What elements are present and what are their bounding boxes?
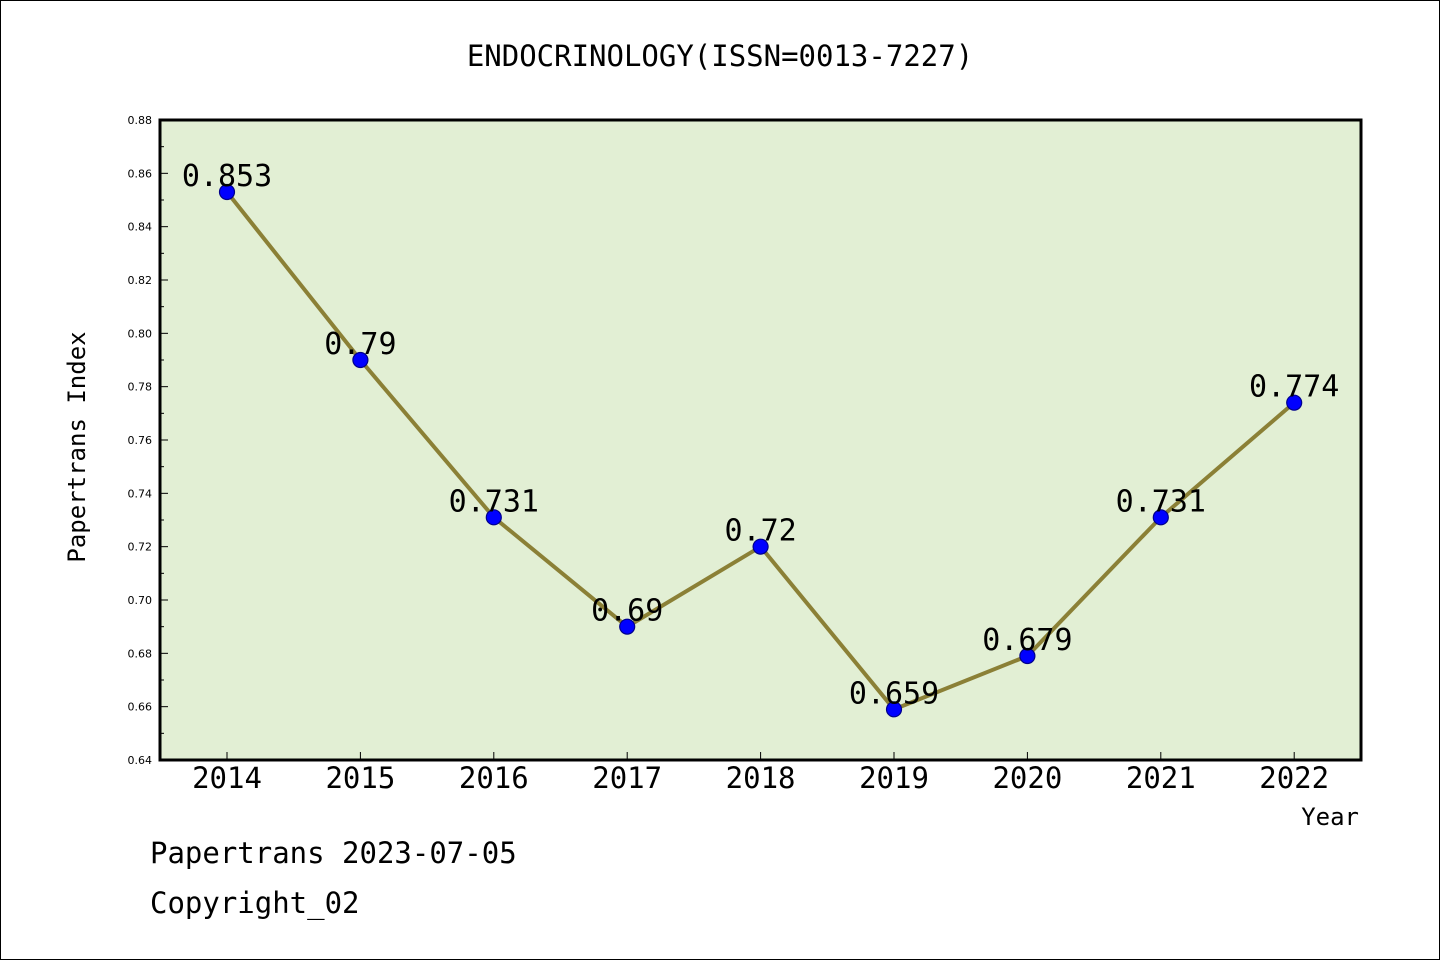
data-label: 0.659: [849, 676, 939, 711]
y-tick-label: 0.74: [128, 487, 153, 500]
y-tick-label: 0.80: [128, 327, 153, 340]
data-point: [1019, 647, 1036, 665]
x-tick-label: 2019: [859, 761, 929, 795]
y-tick-label: 0.78: [128, 381, 153, 394]
y-axis-label: Papertrans Index: [63, 331, 91, 562]
data-point: [485, 509, 502, 526]
x-tick-label: 2017: [592, 761, 662, 795]
x-tick-label: 2016: [459, 761, 529, 795]
x-tick-label: 2018: [726, 761, 796, 795]
data-label: 0.79: [324, 327, 396, 362]
data-point: [752, 538, 769, 555]
x-tick-label: 2022: [1259, 761, 1329, 795]
data-point: [352, 351, 369, 369]
data-point: [1152, 509, 1169, 526]
y-tick-label: 0.86: [128, 167, 153, 180]
y-tick-label: 0.70: [128, 594, 153, 607]
data-point: [619, 618, 636, 635]
y-tick-label: 0.72: [128, 541, 153, 554]
data-label: 0.69: [591, 594, 663, 629]
series-line-group: [218, 183, 1303, 718]
footer-date: Papertrans 2023-07-05: [150, 836, 517, 870]
data-labels: 0.853 0.79 0.731 0.69 0.72 0.659 0.679 0.731 0.7…: [182, 159, 1340, 711]
x-tick-label: 2021: [1126, 761, 1196, 795]
data-label: 0.731: [1116, 484, 1206, 519]
data-point: [885, 701, 903, 718]
y-tick-label: 0.88: [128, 114, 153, 127]
data-point: [1286, 394, 1303, 411]
y-tick-label: 0.76: [128, 434, 153, 447]
y-tick-label: 0.66: [128, 701, 153, 714]
x-tick-label: 2015: [325, 761, 395, 795]
y-tick-label: 0.82: [128, 274, 153, 287]
data-label: 0.853: [182, 159, 272, 194]
chart-title: ENDOCRINOLOGY(ISSN=0013-7227): [467, 39, 973, 73]
data-label: 0.679: [982, 623, 1072, 658]
footer-copyright: Copyright_02: [150, 886, 360, 920]
x-axis: 2014 2015 2016 2017 2018 2019 2020 2021 2022: [192, 752, 1329, 795]
plot-area: [160, 120, 1361, 760]
x-tick-label: 2014: [192, 761, 262, 795]
data-label: 0.774: [1249, 370, 1339, 405]
y-tick-label: 0.84: [128, 221, 153, 234]
data-label: 0.731: [449, 484, 539, 519]
y-tick-label: 0.64: [128, 754, 153, 767]
plot-border: [158, 118, 1363, 762]
y-tick-label: 0.68: [128, 647, 153, 660]
x-tick-label: 2020: [992, 761, 1062, 795]
data-label: 0.72: [724, 514, 796, 549]
data-point: [218, 183, 236, 201]
x-axis-label: Year: [1301, 803, 1359, 831]
